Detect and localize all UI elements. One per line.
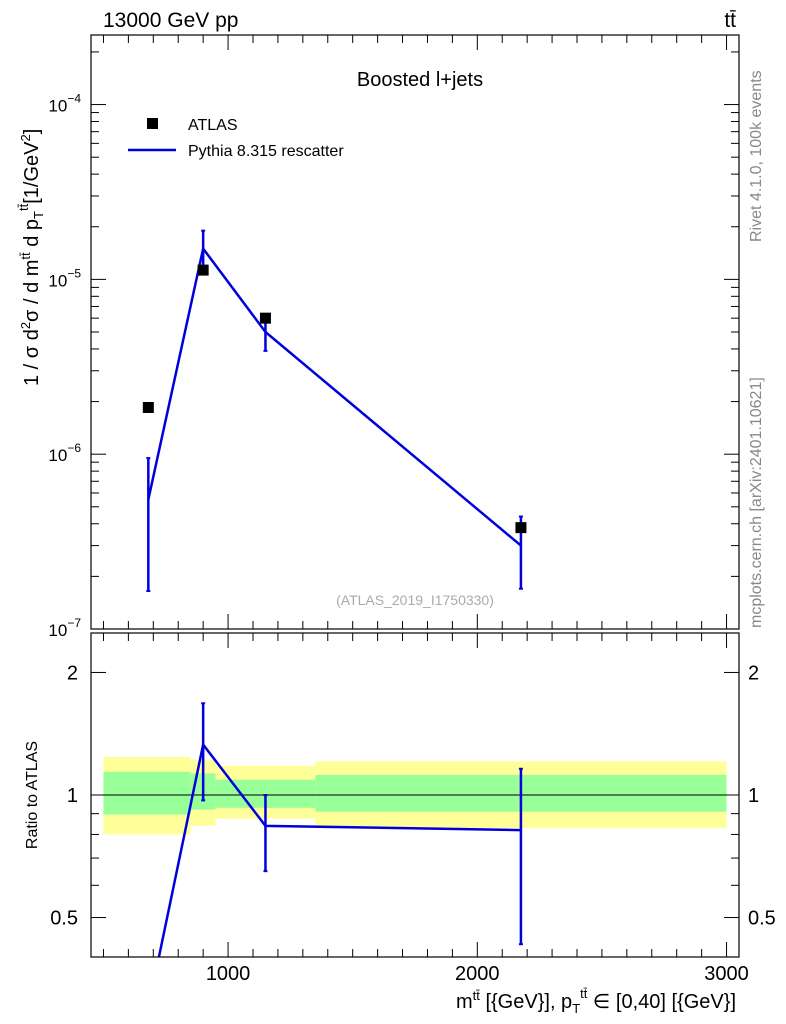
x-tick-label: 3000 — [704, 963, 749, 985]
ratio-y-tick-label-right: 1 — [748, 785, 759, 807]
x-axis-label: mtt̄ [{GeV}], pTtt̄ ∈ [0,40] [{GeV}] — [456, 986, 736, 1016]
ratio-y-tick-label-left: 1 — [67, 785, 78, 807]
main-axis-ticks — [91, 35, 739, 630]
main-y-tick-label: 10−5 — [48, 266, 81, 290]
main-y-tick-label: 10−6 — [48, 441, 81, 465]
mc-series-line — [147, 245, 522, 547]
ratio-panel: 0.5 0.5 1 1 2 2 1000 2000 3000 Ratio to ATLAS mt… — [24, 632, 776, 1016]
ratio-y-axis-label: Ratio to ATLAS — [24, 741, 41, 849]
chart-title: Boosted l+jets — [357, 69, 483, 91]
atlas-data-point — [197, 264, 209, 276]
legend: ATLAS Pythia 8.315 rescatter — [128, 117, 344, 160]
ratio-axis-ticks — [91, 633, 739, 958]
ratio-frame — [90, 632, 740, 958]
ratio-error-bars — [201, 702, 523, 946]
legend-label-atlas: ATLAS — [188, 117, 238, 134]
main-y-tick-label: 10−7 — [48, 616, 81, 640]
main-y-tick-label: 10−4 — [48, 92, 81, 116]
rivet-label: Rivet 4.1.0, 100k events — [748, 70, 765, 242]
ratio-y-tick-label-left: 0.5 — [50, 908, 78, 930]
legend-label-mc: Pythia 8.315 rescatter — [188, 143, 344, 160]
main-y-axis-label: 1 / σ d2σ / d mtt̄ d pTtt̄[1/GeV2] — [16, 129, 46, 386]
main-panel: 10−7 10−6 10−5 10−4 Boosted l+jets (ATLAS_2… — [16, 34, 740, 640]
ratio-tick-labels: 0.5 0.5 1 1 2 2 1000 2000 3000 — [50, 662, 776, 985]
atlas-data-point — [259, 312, 271, 324]
collision-label: 13000 GeV pp — [103, 9, 238, 32]
x-tick-label: 1000 — [206, 963, 251, 985]
x-tick-label: 2000 — [455, 963, 500, 985]
atlas-data-point — [515, 522, 527, 534]
ratio-series-line — [157, 741, 521, 957]
main-frame — [90, 34, 740, 630]
mc-error-bars — [146, 229, 523, 592]
ratio-band-inner — [103, 771, 191, 815]
mcplots-label: mcplots.cern.ch [arXiv:2401.10621] — [748, 377, 765, 628]
legend-marker-atlas — [147, 118, 158, 129]
process-label: tt̄ — [724, 9, 736, 32]
atlas-data-point — [142, 401, 154, 413]
atlas-data-points — [142, 264, 527, 534]
ratio-y-tick-label-right: 0.5 — [748, 908, 776, 930]
ratio-y-tick-label-right: 2 — [748, 662, 759, 684]
analysis-label: (ATLAS_2019_I1750330) — [336, 592, 494, 608]
ratio-y-tick-label-left: 2 — [67, 662, 78, 684]
main-y-tick-labels: 10−7 10−6 10−5 10−4 — [48, 92, 81, 640]
